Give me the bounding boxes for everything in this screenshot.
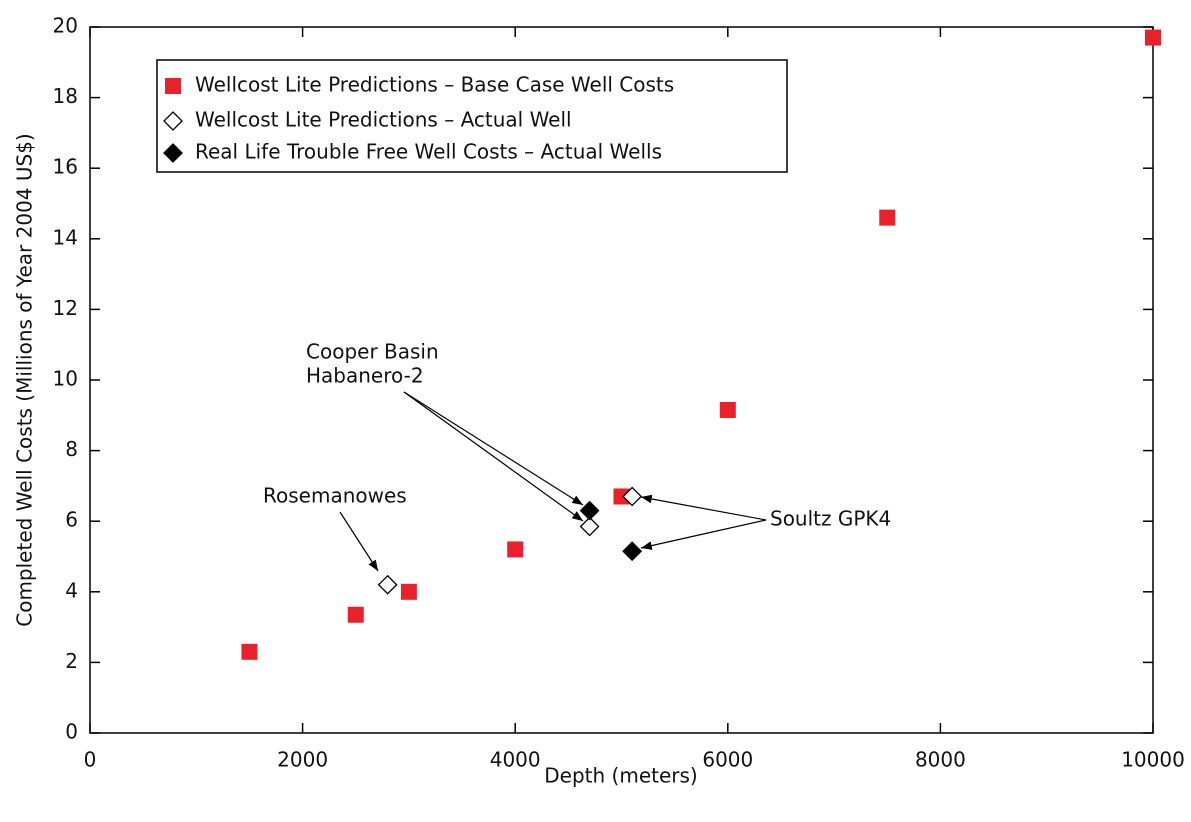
y-tick-label: 2 — [65, 649, 78, 673]
x-tick-label: 4000 — [490, 748, 541, 772]
data-point — [622, 486, 643, 507]
annotation: Cooper Basin — [306, 340, 439, 364]
y-tick-label: 8 — [65, 437, 78, 461]
annotation: Habanero-2 — [306, 364, 424, 388]
x-tick-label: 8000 — [915, 748, 966, 772]
data-point — [377, 574, 398, 595]
legend-label: Wellcost Lite Predictions – Base Case We… — [195, 73, 674, 97]
arrow — [403, 391, 584, 522]
legend-label: Real Life Trouble Free Well Costs – Actu… — [195, 140, 662, 164]
arrow — [339, 511, 379, 572]
data-point — [613, 488, 630, 505]
annotation-arrows — [339, 391, 767, 572]
x-tick-label: 0 — [84, 748, 97, 772]
x-axis-label: Depth (meters) — [544, 764, 697, 788]
data-point — [879, 209, 896, 226]
y-tick-label: 14 — [53, 225, 78, 249]
data-point — [719, 402, 736, 419]
data-point — [579, 500, 600, 521]
legend-marker — [165, 78, 181, 94]
arrow — [640, 519, 767, 550]
data-point — [1145, 29, 1161, 46]
arrow — [403, 391, 584, 506]
arrow — [640, 494, 767, 521]
legend-label: Wellcost Lite Predictions – Actual Well — [195, 108, 572, 132]
legend-box — [156, 59, 788, 173]
data-point — [241, 643, 258, 660]
y-tick-label: 4 — [65, 578, 78, 602]
data-point — [400, 583, 417, 600]
x-tick-label: 6000 — [702, 748, 753, 772]
y-tick-label: 6 — [65, 508, 78, 532]
y-tick-label: 18 — [53, 84, 78, 108]
data-point — [622, 541, 643, 562]
legend-marker — [163, 143, 183, 163]
annotation: Soultz GPK4 — [770, 507, 891, 531]
y-tick-label: 20 — [53, 14, 78, 38]
y-tick-label: 0 — [65, 720, 78, 744]
x-tick-label: 10000 — [1121, 748, 1185, 772]
x-tick-label: 2000 — [277, 748, 328, 772]
y-tick-label: 12 — [53, 296, 78, 320]
annotation: Rosemanowes — [263, 484, 407, 508]
y-tick-label: 10 — [53, 367, 78, 391]
data-point — [579, 516, 600, 537]
data-point — [347, 606, 364, 623]
y-tick-label: 16 — [53, 155, 78, 179]
data-point — [507, 541, 524, 558]
legend-marker — [163, 111, 183, 131]
y-axis-label: Completed Well Costs (Millions of Year 2… — [13, 133, 37, 627]
